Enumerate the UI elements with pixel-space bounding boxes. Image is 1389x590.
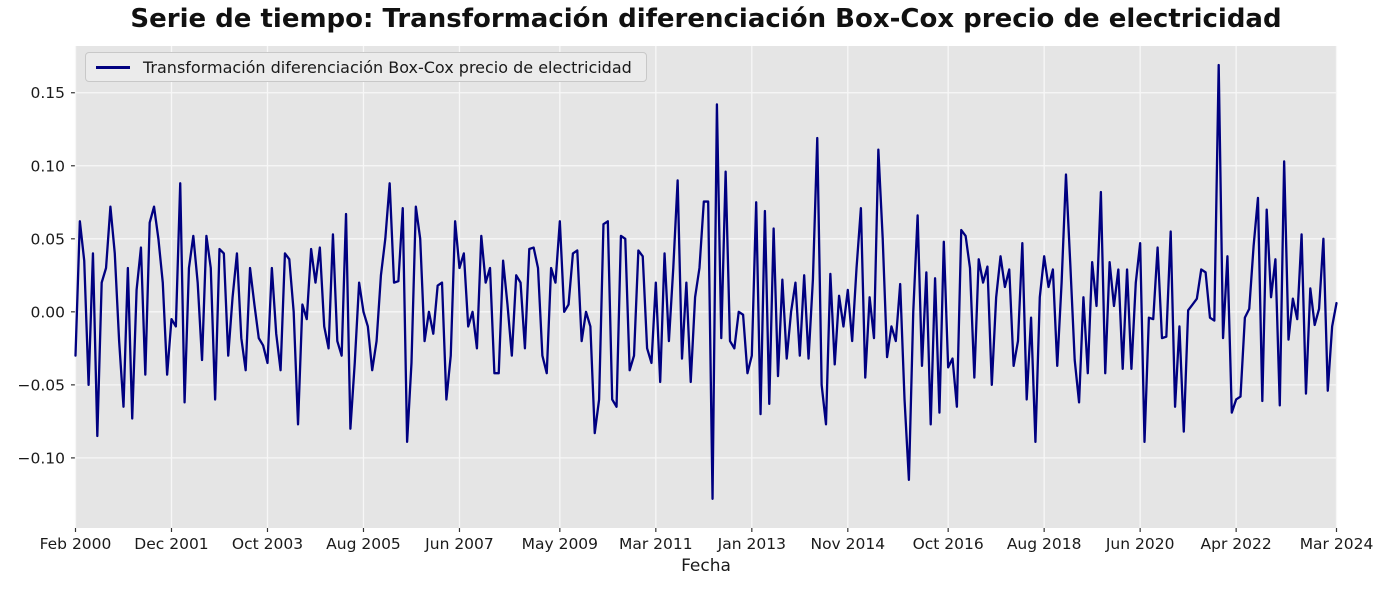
legend-label: Transformación diferenciación Box-Cox pr…	[143, 57, 632, 77]
y-tick-label: 0.05	[30, 230, 65, 248]
x-tick-label: Jan 2013	[717, 535, 786, 553]
x-axis-label: Fecha	[681, 556, 731, 576]
y-tick-label: 0.10	[30, 157, 65, 175]
x-tick-label: Feb 2000	[40, 535, 112, 553]
plot-background	[75, 46, 1337, 528]
x-tick-label: May 2009	[522, 535, 598, 553]
chart-title: Serie de tiempo: Transformación diferenc…	[130, 4, 1282, 34]
y-tick-label: −0.05	[18, 376, 66, 394]
x-tick-label: Mar 2024	[1300, 535, 1374, 553]
x-tick-label: Aug 2005	[326, 535, 401, 553]
legend-line-swatch	[96, 65, 130, 69]
y-tick-label: 0.15	[30, 84, 65, 102]
x-tick-label: Apr 2022	[1201, 535, 1272, 553]
x-tick-label: Mar 2011	[619, 535, 693, 553]
x-tick-label: Nov 2014	[810, 535, 885, 553]
x-tick-label: Oct 2016	[913, 535, 984, 553]
y-tick-label: 0.00	[30, 303, 65, 321]
x-tick-label: Dec 2001	[134, 535, 208, 553]
y-tick-label: −0.10	[18, 449, 66, 467]
x-tick-label: Aug 2018	[1007, 535, 1082, 553]
series-line	[74, 63, 1338, 500]
x-tick-label: Oct 2003	[232, 535, 303, 553]
legend: Transformación diferenciación Box-Cox pr…	[85, 52, 647, 82]
x-tick-label: Jun 2020	[1105, 535, 1175, 553]
x-tick-label: Jun 2007	[424, 535, 494, 553]
